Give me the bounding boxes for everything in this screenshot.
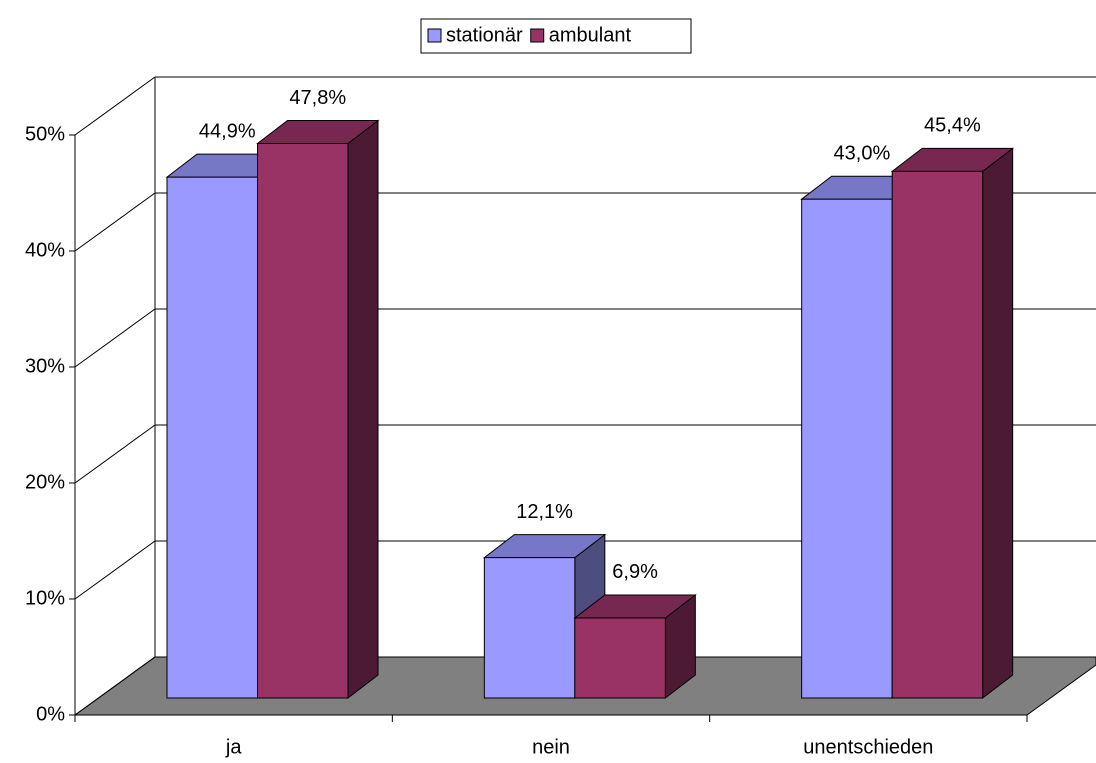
legend-swatch	[427, 28, 442, 43]
bar	[483, 557, 576, 699]
data-label: 43,0%	[834, 142, 891, 164]
bar-side	[347, 119, 379, 700]
side-grid-line	[74, 76, 156, 136]
x-tick-label: nein	[532, 736, 570, 758]
data-label: 6,9%	[612, 561, 658, 583]
y-tick-label: 20%	[25, 471, 65, 493]
bar	[166, 176, 258, 699]
data-label: 47,8%	[289, 87, 346, 109]
legend-box	[420, 18, 692, 54]
y-tick-label: 0%	[36, 703, 65, 725]
side-grid-line	[74, 192, 156, 252]
y-tick-label: 30%	[25, 355, 65, 377]
side-grid-line	[74, 424, 156, 484]
bar-side	[982, 147, 1014, 700]
bar	[891, 170, 984, 699]
bar	[574, 617, 666, 699]
side-grid-line	[74, 308, 156, 368]
x-tick-label: unentschieden	[803, 736, 933, 758]
y-tick-label: 40%	[25, 239, 65, 261]
legend-label: stationär	[446, 24, 523, 46]
side-grid-line	[74, 656, 156, 716]
y-tick-label: 10%	[25, 587, 65, 609]
data-label: 45,4%	[924, 115, 981, 137]
legend-label: ambulant	[549, 24, 632, 46]
bar	[801, 198, 893, 699]
side-grid-line	[74, 540, 156, 600]
y-tick-label: 50%	[25, 123, 65, 145]
data-label: 44,9%	[199, 120, 256, 142]
bar	[257, 143, 349, 699]
legend-swatch	[530, 28, 545, 43]
data-label: 12,1%	[516, 501, 573, 523]
x-tick-label: ja	[225, 736, 242, 758]
